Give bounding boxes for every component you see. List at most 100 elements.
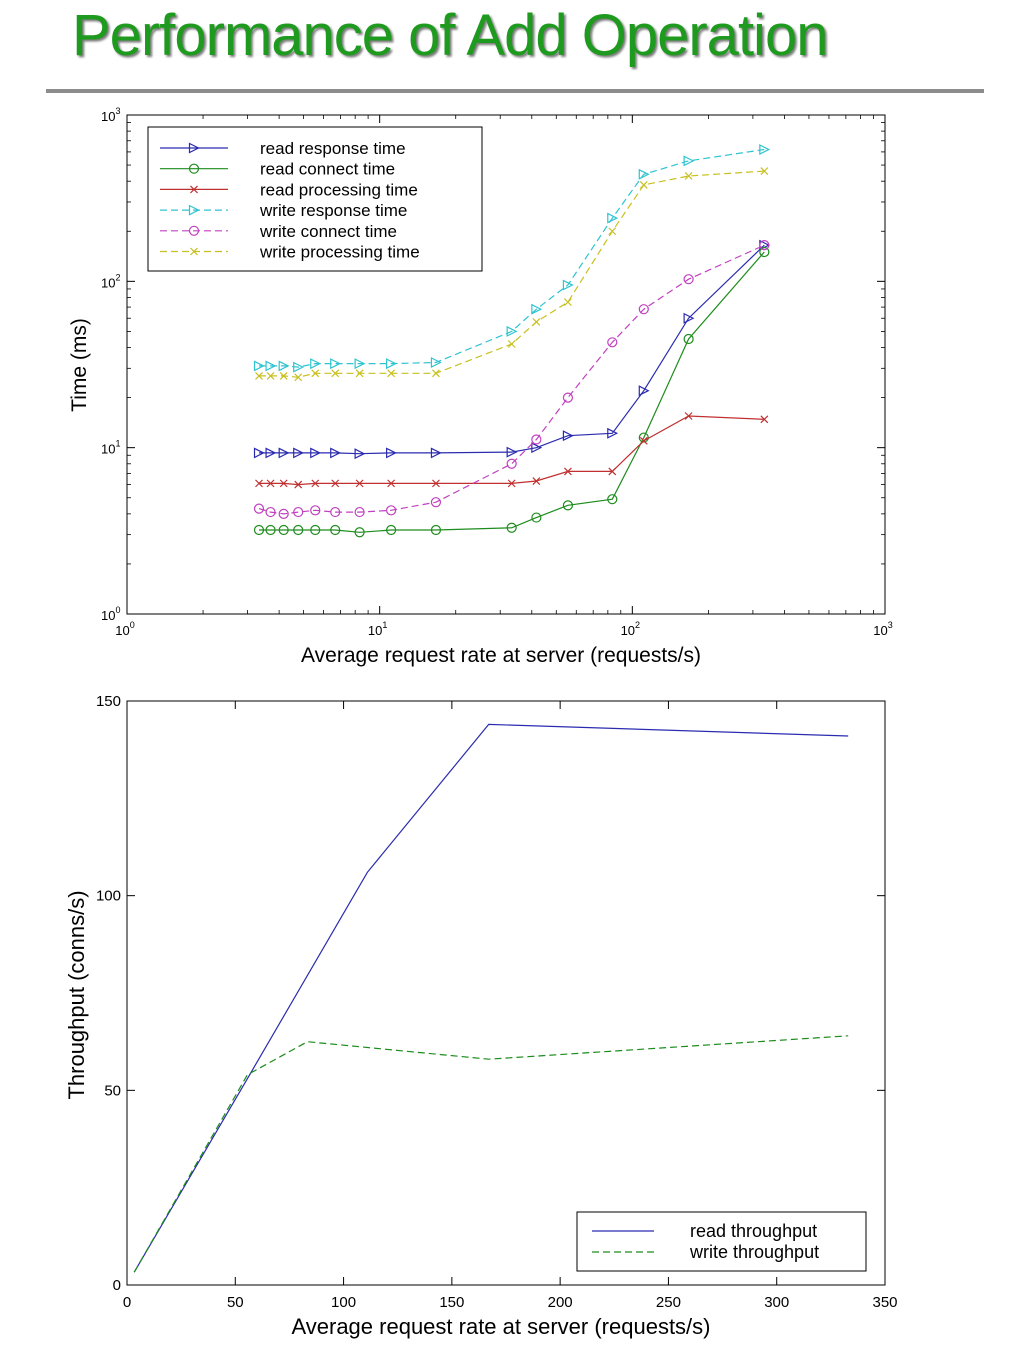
latency-data-point <box>430 357 442 368</box>
latency-data-point <box>331 369 340 378</box>
latency-data-point <box>387 369 396 378</box>
latency-legend-label: read connect time <box>260 160 395 179</box>
latency-chart: 100 101 102 103 100 101 102 103 read response t… <box>68 106 893 667</box>
latency-data-point <box>506 522 517 533</box>
latency-legend-marker <box>188 204 200 216</box>
latency-data-point <box>607 337 618 348</box>
throughput-series-line <box>133 1035 849 1273</box>
latency-y-tick-label: 103 <box>101 106 120 124</box>
throughput-legend-box <box>576 1211 867 1272</box>
latency-data-point <box>507 340 516 348</box>
latency-legend-box <box>147 126 483 272</box>
latency-data-point <box>683 312 695 324</box>
latency-data-point <box>760 167 769 176</box>
latency-data-point <box>607 212 619 224</box>
latency-data-point <box>278 508 289 519</box>
latency-y-tick-label: 102 <box>101 272 120 290</box>
latency-data-point <box>354 358 366 370</box>
latency-data-point <box>532 477 541 485</box>
latency-y-tick-label: 100 <box>101 605 120 623</box>
latency-data-point <box>531 512 542 523</box>
latency-data-point <box>387 479 396 488</box>
throughput-x-tick-label: 50 <box>227 1294 244 1311</box>
latency-data-point <box>278 524 289 536</box>
latency-data-point <box>294 373 303 382</box>
latency-data-point <box>562 392 574 403</box>
latency-data-point <box>293 506 304 518</box>
latency-y-tick-label: 101 <box>101 439 120 457</box>
latency-x-tick-label: 101 <box>368 620 387 638</box>
latency-x-tick-label: 103 <box>873 620 892 638</box>
latency-data-point <box>330 506 341 518</box>
latency-data-point <box>293 524 304 536</box>
latency-data-point <box>531 303 543 315</box>
latency-legend-marker <box>188 163 200 174</box>
latency-data-point <box>531 442 543 454</box>
latency-legend-marker <box>188 142 200 154</box>
latency-data-point <box>430 497 442 508</box>
throughput-x-tick-label: 150 <box>439 1294 464 1311</box>
latency-data-point <box>265 524 276 536</box>
latency-data-point <box>331 479 340 488</box>
latency-x-tick-label: 102 <box>621 620 640 638</box>
latency-data-point <box>294 480 303 489</box>
latency-data-point <box>639 180 648 189</box>
latency-data-point <box>683 274 694 285</box>
latency-data-point <box>759 144 771 156</box>
latency-data-point <box>638 304 649 315</box>
latency-data-point <box>330 524 341 536</box>
latency-data-point <box>386 524 397 536</box>
latency-data-point <box>608 467 617 476</box>
latency-data-point <box>354 448 366 460</box>
latency-data-point <box>684 172 693 180</box>
latency-legend-label: write processing time <box>259 243 420 262</box>
latency-series-line <box>259 148 765 368</box>
latency-data-point <box>607 427 619 439</box>
latency-data-point <box>386 447 397 459</box>
latency-data-point <box>330 358 342 370</box>
latency-data-point <box>639 436 648 445</box>
latency-data-point <box>759 240 770 251</box>
latency-data-point <box>683 333 694 345</box>
throughput-legend-label: read throughput <box>690 1221 817 1241</box>
throughput-y-tick-label: 150 <box>96 693 121 710</box>
latency-data-point <box>253 524 265 536</box>
latency-series-line <box>259 415 765 486</box>
latency-legend: read response time read connect timeread … <box>147 126 483 272</box>
latency-legend-label: read response time <box>260 139 406 158</box>
latency-data-point <box>506 446 518 458</box>
latency-data-point <box>278 360 290 372</box>
latency-data-point <box>255 479 263 488</box>
latency-data-point <box>562 500 574 511</box>
throughput-y-tick-label: 100 <box>96 888 121 905</box>
throughput-y-tick-label: 50 <box>104 1082 121 1099</box>
latency-data-point <box>531 434 542 445</box>
latency-data-point <box>608 227 617 236</box>
throughput-y-tick-label: 0 <box>113 1277 121 1294</box>
throughput-chart: 0 50 100 150 200 250 300 350 0 50 100 150 read thro… <box>64 693 898 1339</box>
latency-data-point <box>279 479 288 488</box>
latency-y-axis-label: Time (ms) <box>68 318 91 412</box>
latency-data-point <box>354 506 365 518</box>
latency-data-point <box>253 360 265 372</box>
throughput-x-tick-label: 250 <box>656 1294 681 1311</box>
latency-data-point <box>278 447 290 459</box>
latency-data-point <box>293 447 305 459</box>
latency-data-point <box>532 318 541 326</box>
latency-data-point <box>432 369 440 378</box>
latency-data-point <box>265 360 277 372</box>
latency-data-point <box>760 415 769 424</box>
latency-legend-marker <box>190 247 198 256</box>
latency-x-axis-label: Average request rate at server (requests… <box>301 644 701 667</box>
latency-legend-label: write connect time <box>259 222 397 241</box>
latency-data-point <box>430 447 442 459</box>
latency-series-line <box>259 170 765 378</box>
latency-data-point <box>507 479 516 488</box>
latency-data-point <box>562 279 574 291</box>
slide-title: Performance of Add Operation <box>72 3 828 68</box>
latency-legend-marker <box>188 225 200 236</box>
latency-data-point <box>355 369 364 378</box>
latency-data-point <box>255 371 263 380</box>
latency-data-point <box>310 505 321 516</box>
